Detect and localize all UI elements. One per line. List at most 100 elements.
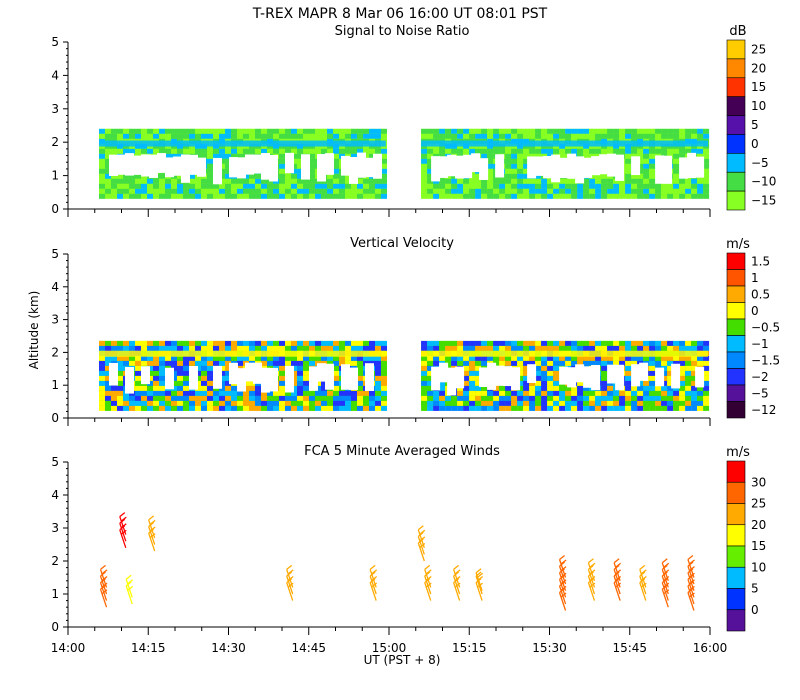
wind-barb	[587, 564, 596, 588]
heatmap-cell	[363, 133, 369, 139]
heatmap-cell	[505, 355, 512, 361]
heatmap-cell	[273, 390, 279, 396]
colorbar-label: 25	[751, 497, 766, 511]
barb-flag	[687, 554, 694, 561]
heatmap-cell	[427, 385, 434, 391]
barb-flag	[453, 564, 460, 570]
heatmap-cell	[541, 355, 548, 361]
heatmap-cell	[285, 360, 291, 366]
heatmap-cell	[589, 178, 596, 184]
heatmap-cell	[201, 375, 207, 381]
heatmap-cell	[523, 193, 530, 199]
heatmap-cell	[529, 188, 536, 194]
heatmap-cell	[159, 148, 165, 154]
heatmap-cell	[553, 355, 560, 361]
heatmap-cell	[153, 188, 159, 194]
heatmap-cell	[505, 153, 512, 159]
heatmap-cell	[613, 390, 620, 396]
heatmap-cell	[703, 395, 710, 401]
heatmap-cell	[153, 183, 159, 189]
heatmap-cell	[445, 345, 452, 351]
heatmap-clear	[575, 156, 585, 184]
colorbar-swatch	[726, 368, 746, 386]
heatmap-cell	[637, 173, 644, 179]
heatmap-cell	[123, 360, 129, 366]
heatmap-cell	[487, 405, 494, 411]
colorbar-swatch	[726, 318, 746, 336]
heatmap-cell	[601, 370, 608, 376]
heatmap-cell	[505, 188, 512, 194]
heatmap-cell	[697, 345, 704, 351]
heatmap-cell	[153, 128, 159, 134]
heatmap-cell	[105, 168, 111, 174]
heatmap-cell	[189, 188, 195, 194]
heatmap-cell	[667, 128, 674, 134]
heatmap-cell	[475, 178, 482, 184]
heatmap-cell	[135, 385, 141, 391]
heatmap-cell	[607, 128, 614, 134]
heatmap-clear	[269, 367, 278, 392]
heatmap-clear	[439, 156, 449, 178]
heatmap-cell	[375, 390, 381, 396]
heatmap-cell	[439, 380, 446, 386]
heatmap-cell	[661, 355, 668, 361]
heatmap-cell	[207, 193, 213, 199]
heatmap-cell	[189, 148, 195, 154]
barb-staff	[417, 529, 425, 549]
barb-flag	[661, 564, 668, 570]
heatmap-clear	[671, 363, 681, 389]
heatmap-cell	[117, 400, 123, 406]
barb-flag	[559, 568, 565, 574]
heatmap-cell	[219, 183, 225, 189]
heatmap-cell	[625, 133, 632, 139]
heatmap-cell	[571, 193, 578, 199]
heatmap-cell	[511, 133, 518, 139]
heatmap-cell	[703, 390, 710, 396]
heatmap-cell	[123, 405, 129, 411]
heatmap-cell	[291, 193, 297, 199]
heatmap-cell	[339, 405, 345, 411]
barb-staff	[125, 579, 133, 598]
heatmap-clear	[237, 368, 246, 392]
heatmap-cell	[469, 193, 476, 199]
heatmap-cell	[285, 405, 291, 411]
heatmap-cell	[297, 385, 303, 391]
heatmap-cell	[207, 133, 213, 139]
colorbar-swatch	[726, 77, 746, 97]
heatmap-cell	[369, 390, 375, 396]
heatmap-cell	[469, 178, 476, 184]
heatmap-cell	[159, 173, 165, 179]
heatmap-cell	[541, 128, 548, 134]
heatmap-cell	[433, 133, 440, 139]
heatmap-cell	[135, 178, 141, 184]
heatmap-cell	[297, 370, 303, 376]
heatmap-cell	[661, 360, 668, 366]
heatmap-cell	[625, 193, 632, 199]
heatmap-cell	[255, 400, 261, 406]
heatmap-cell	[147, 183, 153, 189]
heatmap-cell	[261, 405, 267, 411]
heatmap-cell	[601, 178, 608, 184]
heatmap-cell	[475, 405, 482, 411]
heatmap-cell	[481, 390, 488, 396]
y-tick-label: 5	[51, 247, 59, 261]
heatmap-clear	[695, 366, 705, 388]
heatmap-cell	[225, 193, 231, 199]
heatmap-cell	[279, 183, 285, 189]
wind-barb	[453, 564, 461, 588]
heatmap-clear	[615, 364, 625, 391]
barb-flag	[560, 585, 567, 591]
heatmap-cell	[183, 375, 189, 381]
heatmap-cell	[487, 133, 494, 139]
heatmap-cell	[553, 183, 560, 189]
heatmap-clear	[253, 362, 262, 384]
heatmap-cell	[249, 395, 255, 401]
heatmap-cell	[309, 128, 315, 134]
heatmap-cell	[421, 173, 428, 179]
heatmap-cell	[571, 360, 578, 366]
heatmap-cell	[237, 148, 243, 154]
heatmap-cell	[685, 395, 692, 401]
heatmap-cell	[583, 405, 590, 411]
heatmap-cell	[351, 183, 357, 189]
heatmap-cell	[243, 340, 249, 346]
